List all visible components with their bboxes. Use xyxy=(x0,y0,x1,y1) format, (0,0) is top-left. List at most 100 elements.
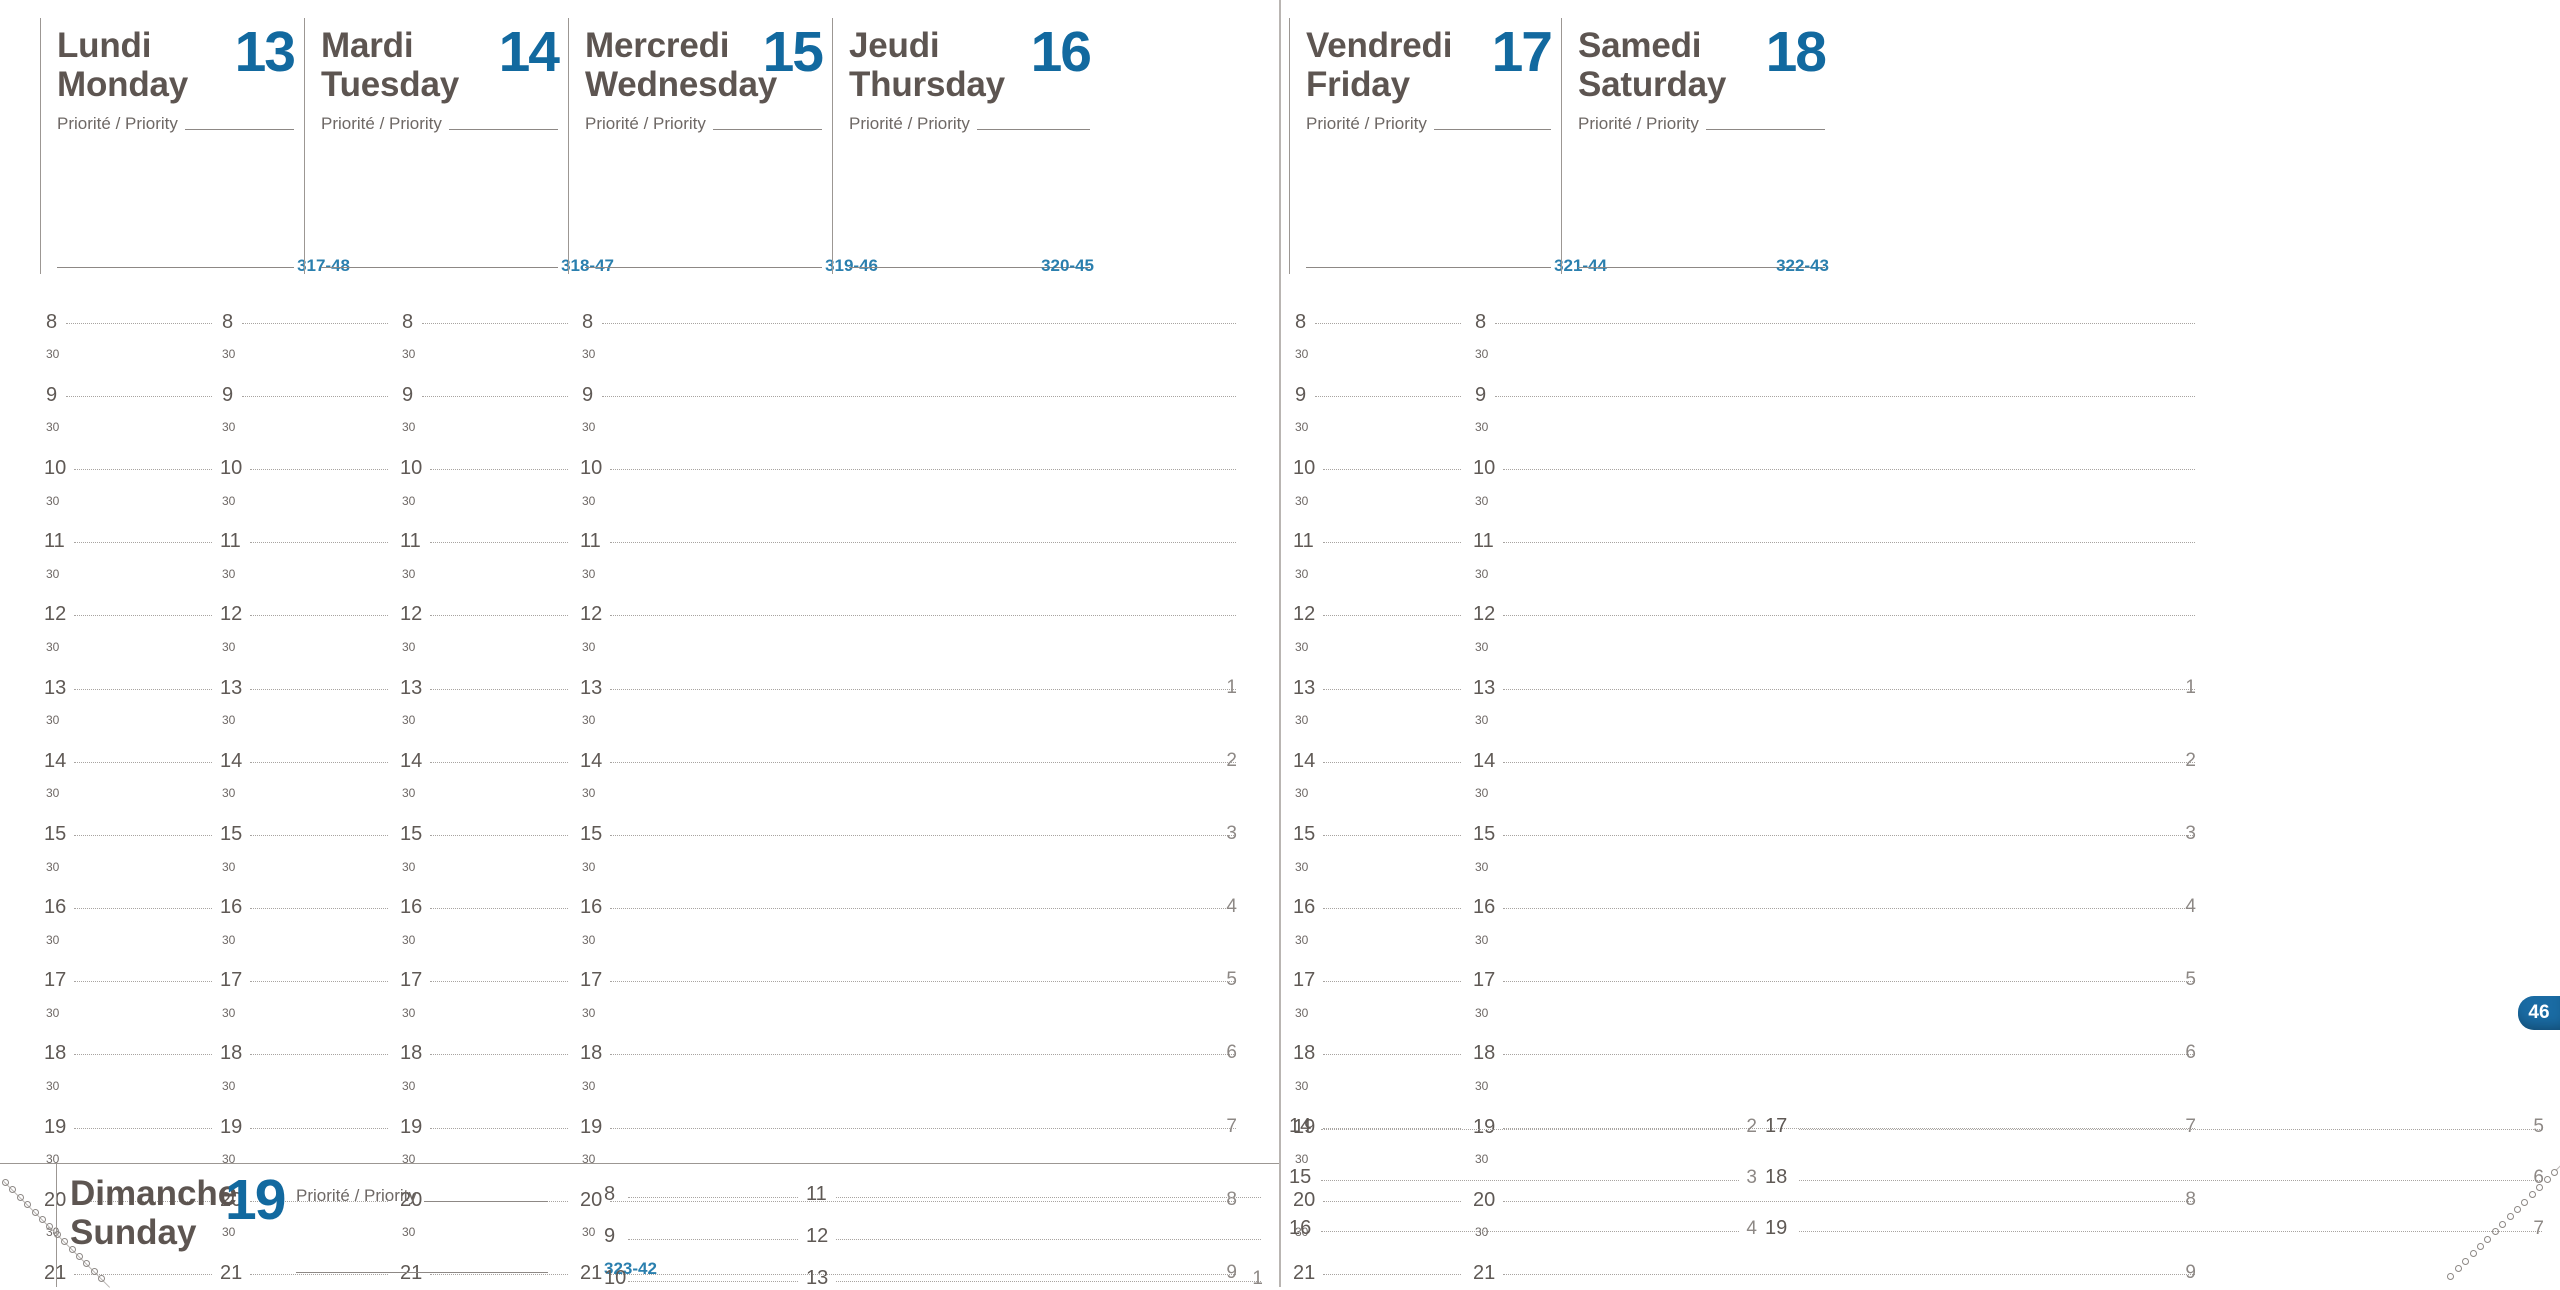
sunday-hour-row[interactable]: 12 xyxy=(806,1216,1263,1247)
half-hour-row[interactable]: 30 xyxy=(216,1130,392,1166)
half-hour-row[interactable]: 30 xyxy=(1289,1056,1465,1093)
half-hour-row[interactable]: 30 xyxy=(40,983,216,1020)
hour-row[interactable]: 19 7 xyxy=(1469,1093,2199,1137)
half-hour-row[interactable]: 30 xyxy=(396,544,572,581)
hour-row[interactable]: 13 xyxy=(216,654,392,698)
half-hour-row[interactable]: 30 xyxy=(576,910,1240,947)
half-hour-row[interactable]: 30 xyxy=(396,325,572,361)
priority-field-2[interactable] xyxy=(321,267,558,268)
hour-row[interactable]: 19 xyxy=(40,1093,216,1137)
half-hour-row[interactable]: 30 xyxy=(216,471,392,508)
hour-row[interactable]: 8 xyxy=(396,288,572,332)
hour-row[interactable]: 15 xyxy=(40,800,216,844)
half-hour-row[interactable]: 30 xyxy=(40,398,216,434)
hour-row[interactable]: 19 7 xyxy=(576,1093,1240,1137)
hour-row[interactable]: 9 xyxy=(216,361,392,405)
hour-row[interactable]: 12 xyxy=(1289,581,1465,624)
sunday-hour-row[interactable]: 10 xyxy=(600,1258,800,1289)
hour-row[interactable]: 16 xyxy=(1289,874,1465,917)
half-hour-row[interactable]: 30 xyxy=(1469,1203,2199,1239)
half-hour-row[interactable]: 30 xyxy=(1469,1130,2199,1166)
half-hour-row[interactable]: 30 xyxy=(576,1130,1240,1166)
half-hour-row[interactable]: 30 xyxy=(576,398,1240,434)
hour-row[interactable]: 21 9 xyxy=(1469,1239,2199,1284)
half-hour-row[interactable]: 30 xyxy=(40,617,216,654)
sunday-priority-rule-2[interactable] xyxy=(296,1272,548,1273)
half-hour-row[interactable]: 30 xyxy=(216,1203,392,1239)
half-hour-row[interactable]: 30 xyxy=(1289,325,1465,361)
hour-row[interactable]: 17 5 xyxy=(1469,947,2199,991)
hour-row[interactable]: 16 4 xyxy=(576,874,1240,918)
half-hour-row[interactable]: 30 xyxy=(1289,764,1465,800)
priority-field-2[interactable] xyxy=(849,267,1090,268)
sunday-priority[interactable]: Priorité / Priority xyxy=(296,1186,548,1206)
half-hour-row[interactable]: 30 xyxy=(396,1130,572,1166)
hour-row[interactable]: 18 6 xyxy=(1469,1020,2199,1064)
sunday-overflow-row[interactable]: 17 5 xyxy=(1765,1106,2544,1137)
half-hour-row[interactable]: 30 xyxy=(40,837,216,874)
half-hour-row[interactable]: 30 xyxy=(576,837,1240,874)
hour-row[interactable]: 10 xyxy=(1289,434,1465,478)
hour-row[interactable]: 19 xyxy=(216,1093,392,1137)
hour-row[interactable]: 17 xyxy=(1289,947,1465,990)
half-hour-row[interactable]: 30 xyxy=(40,1130,216,1166)
hour-row[interactable]: 14 xyxy=(396,727,572,771)
hour-row[interactable]: 11 xyxy=(1469,508,2199,551)
half-hour-row[interactable]: 30 xyxy=(576,983,1240,1020)
hour-row[interactable]: 17 xyxy=(40,947,216,990)
hour-row[interactable]: 8 xyxy=(576,288,1240,332)
hour-row[interactable]: 14 xyxy=(1289,727,1465,771)
hour-row[interactable]: 19 xyxy=(396,1093,572,1137)
hour-row[interactable]: 15 xyxy=(396,800,572,844)
half-hour-row[interactable]: 30 xyxy=(1289,837,1465,874)
half-hour-row[interactable]: 30 xyxy=(216,1056,392,1093)
hour-row[interactable]: 20 xyxy=(1289,1166,1465,1210)
hour-row[interactable]: 17 xyxy=(216,947,392,990)
sunday-hour-row[interactable]: 11 xyxy=(806,1174,1263,1205)
hour-row[interactable]: 13 xyxy=(40,654,216,698)
hour-row[interactable]: 18 xyxy=(1289,1020,1465,1063)
hour-row[interactable]: 11 xyxy=(40,508,216,551)
hour-row[interactable]: 21 xyxy=(216,1239,392,1283)
hour-row[interactable]: 8 xyxy=(1469,288,2199,332)
hour-row[interactable]: 20 8 xyxy=(1469,1166,2199,1210)
half-hour-row[interactable]: 30 xyxy=(1289,617,1465,654)
hour-row[interactable]: 12 xyxy=(40,581,216,624)
half-hour-row[interactable]: 30 xyxy=(40,544,216,581)
hour-row[interactable]: 13 1 xyxy=(1469,654,2199,698)
half-hour-row[interactable]: 30 xyxy=(396,398,572,434)
hour-row[interactable]: 9 xyxy=(1289,361,1465,405)
hour-row[interactable]: 20 xyxy=(216,1166,392,1210)
half-hour-row[interactable]: 30 xyxy=(1289,1130,1465,1166)
half-hour-row[interactable]: 30 xyxy=(1469,764,2199,800)
half-hour-row[interactable]: 30 xyxy=(1289,544,1465,581)
half-hour-row[interactable]: 30 xyxy=(216,325,392,361)
half-hour-row[interactable]: 30 xyxy=(576,764,1240,800)
hour-row[interactable]: 16 xyxy=(396,874,572,917)
half-hour-row[interactable]: 30 xyxy=(1469,837,2199,874)
hour-row[interactable]: 10 xyxy=(216,434,392,478)
sunday-overflow-row[interactable]: 15 3 xyxy=(1289,1157,1769,1188)
hour-row[interactable]: 14 2 xyxy=(1469,727,2199,771)
priority-field-2[interactable] xyxy=(1306,267,1551,268)
hour-row[interactable]: 15 3 xyxy=(1469,800,2199,844)
sunday-overflow-row[interactable]: 16 4 xyxy=(1289,1208,1769,1239)
half-hour-row[interactable]: 30 xyxy=(40,325,216,361)
half-hour-row[interactable]: 30 xyxy=(1469,617,2199,654)
priority-field[interactable]: Priorité / Priority xyxy=(57,114,294,134)
half-hour-row[interactable]: 30 xyxy=(1469,910,2199,947)
hour-row[interactable]: 10 xyxy=(576,434,1240,478)
half-hour-row[interactable]: 30 xyxy=(1469,544,2199,581)
priority-field[interactable]: Priorité / Priority xyxy=(849,114,1090,134)
half-hour-row[interactable]: 30 xyxy=(396,1056,572,1093)
half-hour-row[interactable]: 30 xyxy=(1289,398,1465,434)
half-hour-row[interactable]: 30 xyxy=(40,1056,216,1093)
hour-row[interactable]: 8 xyxy=(40,288,216,332)
sunday-overflow-row[interactable]: 19 7 xyxy=(1765,1208,2544,1239)
hour-row[interactable]: 8 xyxy=(216,288,392,332)
half-hour-row[interactable]: 30 xyxy=(216,837,392,874)
hour-row[interactable]: 15 xyxy=(216,800,392,844)
hour-row[interactable]: 9 xyxy=(396,361,572,405)
half-hour-row[interactable]: 30 xyxy=(576,617,1240,654)
half-hour-row[interactable]: 30 xyxy=(1469,325,2199,361)
